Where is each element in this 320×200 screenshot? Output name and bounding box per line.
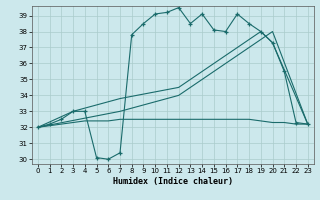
X-axis label: Humidex (Indice chaleur): Humidex (Indice chaleur) <box>113 177 233 186</box>
